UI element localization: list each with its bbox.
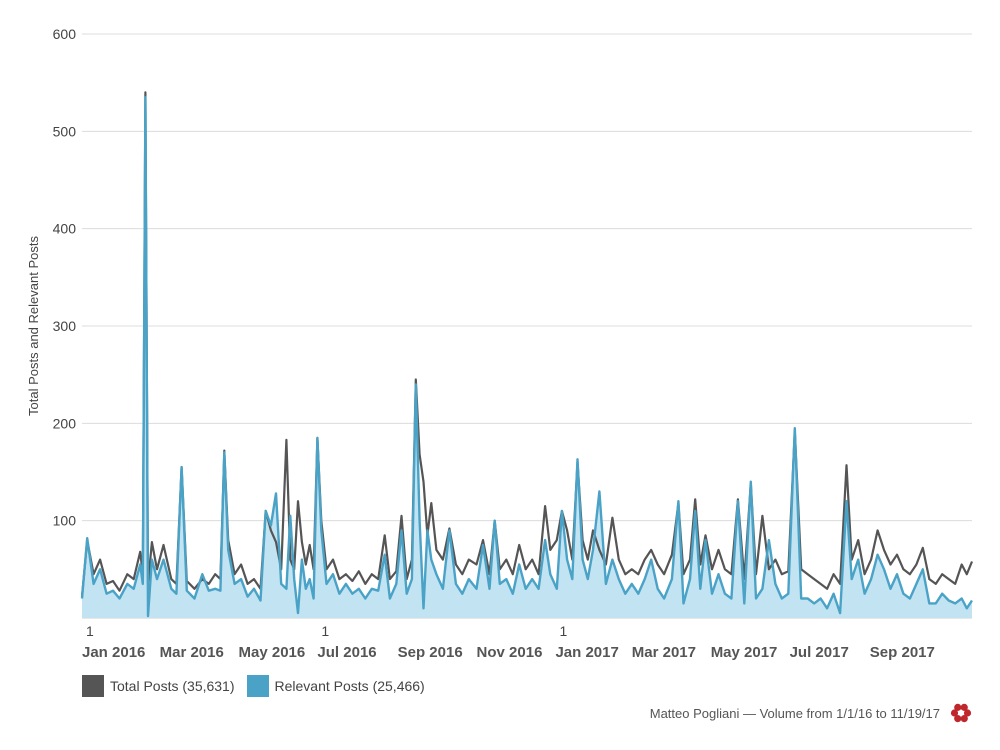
area-layer bbox=[82, 97, 972, 619]
legend-swatch-relevant bbox=[246, 675, 269, 697]
series-line-relevant-posts bbox=[80, 96, 973, 618]
logo-petal bbox=[950, 709, 959, 717]
x-tick-label: Jan 2017 bbox=[555, 644, 618, 661]
logo-petal bbox=[954, 703, 962, 711]
relevant-posts-area bbox=[82, 97, 972, 619]
legend-item-relevant[interactable]: Relevant Posts (25,466) bbox=[246, 675, 425, 697]
x-tick-label: Mar 2016 bbox=[160, 644, 224, 661]
line-layer bbox=[80, 91, 974, 618]
y-axis-title: Total Posts and Relevant Posts bbox=[26, 236, 41, 416]
legend-label-total: Total Posts (35,631) bbox=[110, 678, 235, 694]
x-tick-label: Jan 2016 bbox=[82, 644, 145, 661]
y-tick-label: 600 bbox=[53, 26, 77, 42]
x-tick-label: Sep 2016 bbox=[398, 644, 463, 661]
legend-swatch-total bbox=[82, 675, 104, 697]
x-tick-sublabel: 1 bbox=[86, 623, 94, 639]
footer-credit: Matteo Pogliani — Volume from 1/1/16 to … bbox=[650, 702, 972, 724]
legend-item-total[interactable]: Total Posts (35,631) bbox=[82, 675, 235, 697]
logo-petal bbox=[960, 715, 968, 723]
x-tick-sublabel: 1 bbox=[321, 623, 329, 639]
y-tick-label: 500 bbox=[53, 123, 77, 139]
logo-center bbox=[958, 710, 964, 716]
x-tick-sublabel: 1 bbox=[559, 623, 567, 639]
logo-petal bbox=[963, 709, 972, 717]
y-tick-label: 400 bbox=[53, 221, 77, 237]
x-tick-label: Nov 2016 bbox=[477, 644, 543, 661]
crimson-flower-logo-icon bbox=[950, 703, 972, 723]
y-tick-label: 100 bbox=[53, 513, 77, 529]
grid bbox=[82, 33, 972, 619]
x-tick-label: Jul 2016 bbox=[317, 644, 376, 661]
x-tick-label: May 2017 bbox=[711, 644, 778, 661]
line-chart: 600 500 400 300 200 100 1 Jan 2016 Mar 2016 May 2… bbox=[26, 26, 974, 661]
logo-petal bbox=[960, 703, 968, 711]
y-tick-label: 200 bbox=[53, 415, 77, 431]
logo-petal bbox=[954, 715, 962, 723]
x-tick-label: Mar 2017 bbox=[632, 644, 696, 661]
credit-text: Matteo Pogliani — Volume from 1/1/16 to … bbox=[649, 705, 940, 721]
axes: 600 500 400 300 200 100 1 Jan 2016 Mar 2016 May 2… bbox=[53, 26, 935, 661]
y-tick-label: 300 bbox=[53, 318, 77, 334]
legend-label-relevant: Relevant Posts (25,466) bbox=[274, 678, 425, 694]
x-tick-label: May 2016 bbox=[239, 644, 306, 661]
legend: Total Posts (35,631) Relevant Posts (25,… bbox=[82, 675, 437, 697]
x-tick-label: Jul 2017 bbox=[790, 644, 849, 661]
x-tick-label: Sep 2017 bbox=[870, 644, 935, 661]
